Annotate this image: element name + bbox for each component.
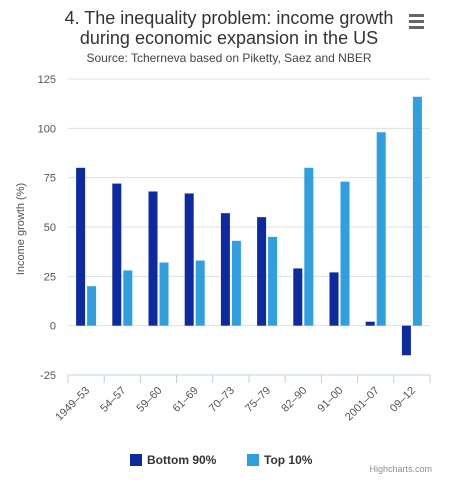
hamburger-menu-icon[interactable]	[404, 10, 428, 32]
x-tick-label: 2001–07	[343, 385, 382, 424]
bar-top10-1[interactable]	[123, 270, 133, 326]
x-tick-label: 59–60	[135, 385, 165, 415]
y-tick-label: 75	[44, 173, 56, 185]
legend-swatch	[247, 454, 259, 466]
y-axis-label: Income growth (%)	[15, 183, 27, 275]
y-tick-label: 100	[38, 123, 56, 135]
x-tick-label: 61–69	[171, 385, 201, 415]
bar-bottom90-2[interactable]	[148, 191, 158, 326]
bar-bottom90-8[interactable]	[365, 321, 375, 326]
x-tick-label: 82–90	[279, 385, 309, 415]
x-tick-label: 91–00	[316, 385, 346, 415]
bar-top10-3[interactable]	[195, 260, 205, 326]
chart-subtitle: Source: Tcherneva based on Piketty, Saez…	[86, 51, 371, 65]
x-tick-label: 75–79	[243, 385, 273, 415]
y-tick-label: 25	[44, 271, 56, 283]
x-tick-label: 70–73	[207, 385, 237, 415]
chart-title-line-1: 4. The inequality problem: income growth	[65, 8, 394, 28]
bar-top10-5[interactable]	[268, 236, 278, 326]
bar-top10-2[interactable]	[159, 262, 169, 326]
x-tick-label: 54–57	[98, 385, 128, 415]
x-tick-label: 09–12	[388, 385, 418, 415]
bar-bottom90-5[interactable]	[257, 217, 267, 326]
credits[interactable]: Highcharts.com	[369, 464, 432, 474]
bar-bottom90-9[interactable]	[401, 325, 411, 356]
y-tick-label: 125	[38, 74, 56, 86]
legend: Bottom 90% Top 10%	[130, 453, 313, 467]
legend-label: Bottom 90%	[147, 453, 217, 467]
legend-item-top10[interactable]: Top 10%	[247, 453, 313, 467]
bar-top10-8[interactable]	[376, 132, 386, 326]
x-axis-ticks: 1949–53 54–57 59–60 61–69 70–73 75–79 82–90 91–…	[53, 375, 431, 424]
bar-bottom90-6[interactable]	[293, 268, 303, 326]
legend-label: Top 10%	[264, 453, 313, 467]
legend-swatch	[130, 454, 142, 466]
bars	[76, 96, 422, 356]
legend-item-bottom90[interactable]: Bottom 90%	[130, 453, 217, 467]
y-axis-ticks: -25 0 25 50 75 100 125	[38, 74, 56, 382]
x-tick-label: 1949–53	[53, 385, 92, 424]
bar-top10-7[interactable]	[340, 181, 350, 326]
y-tick-label: 0	[50, 321, 56, 333]
gridlines	[68, 78, 430, 376]
y-tick-label: 50	[44, 222, 56, 234]
bar-top10-6[interactable]	[304, 167, 314, 326]
bar-top10-9[interactable]	[412, 96, 422, 326]
bar-top10-4[interactable]	[231, 240, 241, 326]
bar-bottom90-3[interactable]	[184, 193, 194, 326]
bar-bottom90-0[interactable]	[76, 167, 86, 326]
chart-title-line-2: during economic expansion in the US	[80, 28, 378, 48]
bar-bottom90-7[interactable]	[329, 272, 339, 326]
y-tick-label: -25	[40, 370, 56, 382]
bar-bottom90-4[interactable]	[220, 213, 230, 326]
bar-top10-0[interactable]	[87, 286, 97, 326]
bar-bottom90-1[interactable]	[112, 183, 122, 326]
